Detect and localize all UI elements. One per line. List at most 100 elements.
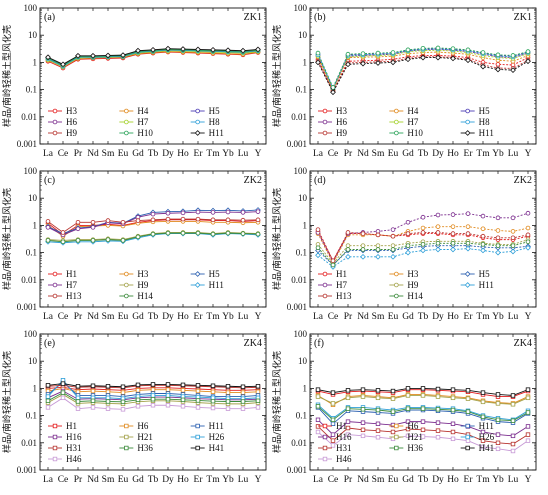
data-point: [60, 239, 66, 245]
data-point: [120, 220, 126, 225]
data-point: [330, 401, 336, 406]
data-point: [60, 381, 66, 386]
x-category-label: Lu: [238, 475, 249, 485]
x-category-label: Tb: [418, 312, 429, 322]
legend-label: H1: [336, 269, 347, 279]
panel-f: 0.001 0.01 0.1 1 10 100 La Ce Pr Nd Sm Eu Gd Tb Dy Ho Er…: [271, 329, 537, 485]
x-category-label: Nd: [87, 149, 99, 159]
x-category-label: Dy: [432, 312, 444, 322]
data-point: [210, 383, 216, 388]
legend-entry-H1: H1: [318, 269, 347, 279]
data-point: [450, 224, 456, 229]
data-point: [525, 58, 531, 65]
legend-swatch-marker: [52, 293, 58, 299]
data-point: [390, 50, 396, 55]
legend-swatch-marker: [394, 271, 399, 277]
data-point: [315, 252, 321, 259]
x-category-label: Yb: [222, 475, 234, 485]
data-point: [180, 382, 186, 388]
y-tick-label: 0.1: [26, 411, 37, 421]
legend-entry-H3: H3: [119, 269, 149, 279]
data-point: [210, 46, 216, 53]
data-point: [345, 230, 351, 235]
legend-label: H3: [137, 269, 148, 279]
legend-label: H8: [479, 117, 490, 127]
legend-entry-H16: H16: [48, 432, 82, 442]
data-point: [510, 229, 516, 234]
data-point: [375, 407, 381, 413]
data-point: [450, 212, 456, 217]
data-point: [210, 217, 216, 223]
data-point: [345, 61, 351, 68]
x-category-label: Ho: [447, 475, 459, 485]
legend-entry-H3: H3: [389, 269, 419, 279]
data-point: [450, 246, 456, 253]
data-point: [480, 390, 486, 395]
data-point: [495, 228, 501, 233]
legend-swatch-marker: [322, 293, 328, 299]
data-point: [465, 396, 471, 401]
legend-entry-H11: H11: [190, 421, 224, 431]
data-point: [315, 404, 321, 409]
data-point: [435, 212, 441, 218]
data-point: [465, 240, 471, 246]
legend-label: H9: [336, 128, 347, 138]
data-point: [480, 438, 486, 443]
data-point: [330, 89, 336, 96]
data-point: [150, 403, 156, 408]
data-point: [345, 432, 351, 437]
data-point: [390, 409, 396, 414]
x-category-label: Tm: [476, 312, 490, 322]
data-point: [495, 249, 501, 256]
y-tick-label: 0.001: [17, 139, 37, 149]
x-category-label: Lu: [508, 475, 519, 485]
data-point: [435, 224, 441, 229]
x-category-label: Yb: [222, 149, 234, 159]
panel-label: (f): [314, 338, 324, 349]
y-tick-label: 0.1: [296, 85, 307, 95]
x-category-label: Tb: [148, 475, 159, 485]
data-point: [345, 51, 351, 57]
x-category-label: Gd: [402, 312, 414, 322]
data-point: [75, 226, 81, 232]
data-point: [345, 247, 351, 252]
data-point: [60, 395, 66, 401]
legend-entry-H41: H41: [190, 443, 224, 453]
data-point: [150, 231, 156, 237]
data-point: [165, 397, 171, 402]
x-category-label: Eu: [388, 475, 399, 485]
data-point: [465, 231, 471, 236]
x-category-label: Er: [194, 312, 204, 322]
data-point: [75, 238, 81, 243]
legend-swatch-marker: [52, 445, 58, 451]
legend-swatch-marker: [394, 434, 399, 440]
panel-title: ZK2: [244, 175, 262, 186]
legend-swatch-marker: [322, 445, 328, 451]
legend-label: H11: [479, 280, 494, 290]
data-point: [135, 47, 141, 54]
data-point: [420, 214, 426, 220]
x-category-label: Tb: [148, 312, 159, 322]
legend-entry-H4: H4: [389, 106, 419, 116]
data-point: [405, 231, 411, 236]
data-point: [495, 235, 501, 241]
data-point: [135, 382, 141, 388]
y-tick-label: 10: [28, 30, 38, 40]
legend-entry-H9: H9: [119, 280, 149, 290]
data-point: [135, 218, 141, 223]
x-category-label: Eu: [388, 312, 399, 322]
data-point: [75, 395, 81, 401]
x-category-label: Lu: [508, 312, 519, 322]
data-point: [495, 66, 501, 73]
x-category-label: Yb: [222, 312, 234, 322]
data-point: [525, 244, 531, 251]
data-point: [405, 243, 411, 248]
x-category-label: Y: [525, 149, 532, 159]
data-point: [60, 390, 66, 395]
data-point: [135, 404, 141, 409]
data-point: [165, 387, 171, 392]
data-point: [345, 253, 351, 260]
data-point: [150, 393, 156, 398]
y-tick-label: 0.001: [287, 302, 307, 312]
